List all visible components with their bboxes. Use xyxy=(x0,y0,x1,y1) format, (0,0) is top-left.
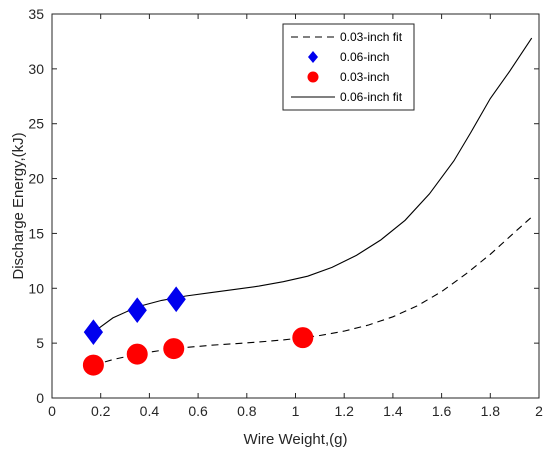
legend-box xyxy=(282,23,415,111)
data-point-circle xyxy=(126,343,148,365)
y-tick-label: 10 xyxy=(28,280,44,296)
data-point-circle xyxy=(163,338,185,360)
x-tick-label: 1 xyxy=(292,403,300,419)
y-axis-title: Discharge Energy,(kJ) xyxy=(10,132,27,279)
x-tick-label: 2 xyxy=(535,403,543,419)
y-tick-label: 0 xyxy=(36,390,44,406)
axes: 0 0.2 0.4 0.6 0.8 1 1.2 1.4 1.6 1.8 20510152025303… xyxy=(28,6,543,419)
y-tick-label: 5 xyxy=(36,335,44,351)
legend-label: 0.06-inch fit xyxy=(340,90,403,104)
data-point-diamond xyxy=(166,286,186,313)
y-tick-label: 15 xyxy=(28,225,44,241)
x-tick-label: 1.8 xyxy=(481,403,501,419)
x-tick-label: 0.6 xyxy=(188,403,208,419)
y-tick-label: 30 xyxy=(28,61,44,77)
x-tick-label: 0 xyxy=(48,403,56,419)
x-tick-label: 0.8 xyxy=(237,403,257,419)
y-tick-label: 35 xyxy=(28,6,44,22)
x-axis-title: Wire Weight,(g) xyxy=(244,431,348,448)
data-point-diamond xyxy=(127,297,147,324)
data-point-diamond xyxy=(83,319,104,346)
x-tick-label: 1.2 xyxy=(334,403,354,419)
legend-label: 0.03-inch fit xyxy=(340,30,403,44)
data-point-circle xyxy=(82,354,104,376)
legend-label: 0.06-inch xyxy=(340,50,389,64)
legend-label: 0.03-inch xyxy=(340,70,389,84)
legend: 0.03-inch fit 0.06-inch 0.03-inch 0.06-inch… xyxy=(282,23,415,111)
data-point-circle xyxy=(292,327,314,349)
x-tick-label: 0.4 xyxy=(140,403,160,419)
x-tick-label: 0.2 xyxy=(91,403,111,419)
y-tick-label: 25 xyxy=(28,116,44,132)
series-line-3 xyxy=(93,37,533,333)
x-tick-label: 1.6 xyxy=(432,403,452,419)
legend-swatch-diamond xyxy=(308,51,318,63)
y-tick-label: 20 xyxy=(28,171,44,187)
x-tick-label: 1.4 xyxy=(383,403,403,419)
legend-swatch-circle xyxy=(307,71,319,83)
plot-area xyxy=(82,37,533,376)
